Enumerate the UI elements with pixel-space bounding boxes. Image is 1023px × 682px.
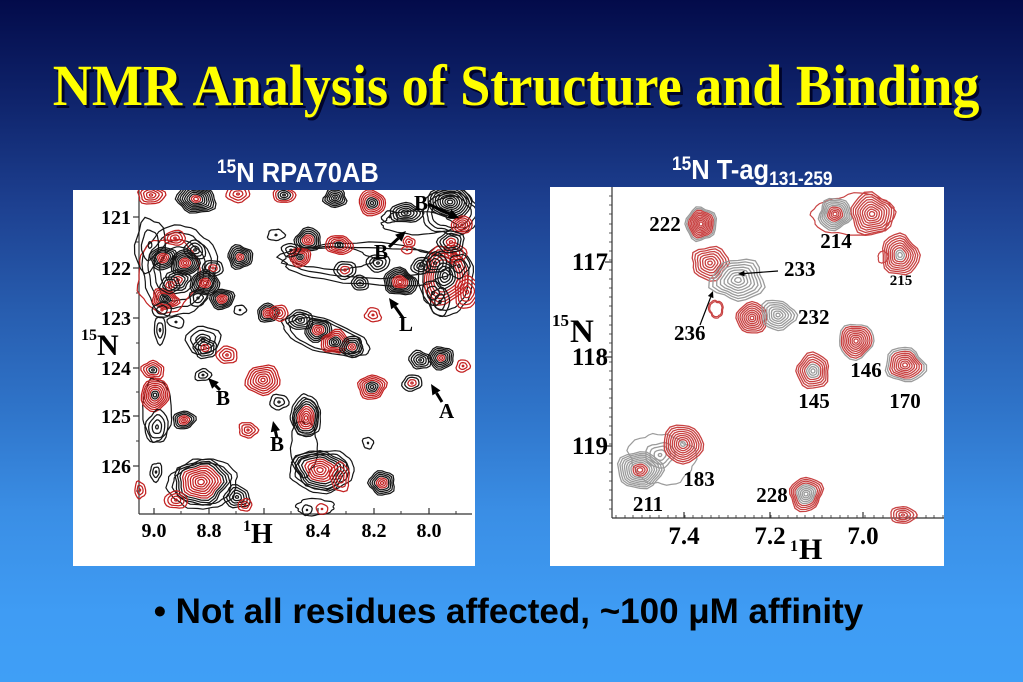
svg-text:232: 232: [798, 305, 830, 329]
svg-text:118: 118: [572, 344, 608, 371]
svg-text:B: B: [414, 191, 428, 215]
svg-text:146: 146: [850, 358, 882, 382]
svg-text:215: 215: [890, 273, 913, 289]
svg-text:7.0: 7.0: [847, 523, 878, 550]
svg-text:8.8: 8.8: [197, 520, 222, 542]
svg-text:N: N: [570, 314, 594, 350]
svg-text:B: B: [270, 432, 284, 456]
svg-text:B: B: [216, 386, 230, 410]
svg-text:170: 170: [889, 389, 921, 413]
svg-text:15: 15: [81, 327, 97, 344]
svg-text:233: 233: [784, 257, 816, 281]
svg-text:121: 121: [101, 207, 131, 229]
svg-text:122: 122: [101, 258, 131, 280]
svg-text:145: 145: [798, 389, 830, 413]
svg-text:N: N: [97, 329, 119, 362]
svg-text:117: 117: [572, 249, 608, 276]
svg-text:8.4: 8.4: [306, 520, 331, 542]
svg-text:8.2: 8.2: [362, 520, 387, 542]
svg-text:211: 211: [633, 492, 663, 516]
svg-text:7.2: 7.2: [754, 523, 785, 550]
svg-text:8.0: 8.0: [417, 520, 442, 542]
svg-text:15: 15: [552, 311, 569, 330]
svg-text:125: 125: [101, 406, 131, 428]
svg-text:183: 183: [683, 467, 715, 491]
svg-text:119: 119: [572, 433, 608, 460]
svg-text:B: B: [374, 240, 388, 264]
svg-text:1: 1: [243, 518, 251, 535]
svg-text:H: H: [799, 533, 822, 566]
svg-text:126: 126: [101, 456, 131, 478]
svg-text:H: H: [251, 519, 273, 550]
svg-text:9.0: 9.0: [142, 520, 167, 542]
svg-text:7.4: 7.4: [668, 523, 700, 550]
svg-text:123: 123: [101, 308, 131, 330]
svg-text:222: 222: [649, 212, 681, 236]
svg-text:124: 124: [101, 358, 131, 380]
svg-text:228: 228: [756, 483, 788, 507]
svg-text:A: A: [439, 399, 455, 423]
svg-text:214: 214: [820, 229, 852, 253]
svg-text:1: 1: [790, 538, 798, 555]
